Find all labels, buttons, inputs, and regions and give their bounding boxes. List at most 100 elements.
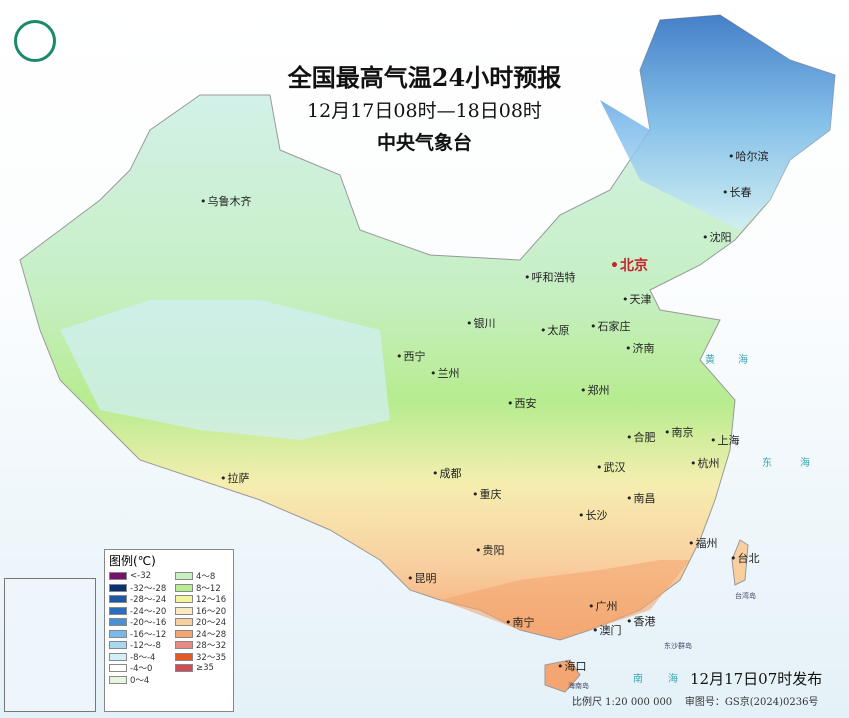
legend-item: 24～28 bbox=[175, 629, 235, 640]
map-approval-number: 审图号：GS京(2024)0236号 bbox=[684, 697, 819, 708]
legend-swatch bbox=[109, 652, 127, 661]
issue-time: 12月17日07时发布 bbox=[690, 670, 823, 688]
legend-label: 32～35 bbox=[196, 652, 227, 663]
legend-item: -8～-4 bbox=[109, 652, 175, 663]
legend-label: <-32 bbox=[130, 571, 152, 582]
city-label: 哈尔滨 bbox=[728, 150, 769, 163]
legend-item: 20～24 bbox=[175, 617, 235, 628]
legend-swatch bbox=[109, 629, 127, 638]
legend-label: -4～0 bbox=[130, 664, 153, 675]
city-label: 石家庄 bbox=[590, 320, 631, 333]
legend-label: 20～24 bbox=[196, 618, 227, 629]
legend-swatch bbox=[175, 641, 193, 650]
city-label: 兰州 bbox=[430, 367, 460, 380]
legend-label: 28～32 bbox=[196, 641, 227, 652]
city-label: 成都 bbox=[432, 467, 462, 480]
city-label: 银川 bbox=[466, 317, 496, 330]
city-label: 乌鲁木齐 bbox=[200, 195, 252, 208]
legend-label: 16～20 bbox=[196, 606, 227, 617]
city-label: 合肥 bbox=[626, 431, 656, 444]
cma-logo bbox=[14, 20, 56, 62]
legend-swatch bbox=[175, 629, 193, 638]
legend-item: 28～32 bbox=[175, 640, 235, 651]
city-label: 上海 bbox=[710, 434, 740, 447]
legend-label: 8～12 bbox=[196, 583, 221, 594]
city-label: 呼和浩特 bbox=[524, 271, 576, 284]
legend-label: -12～-8 bbox=[130, 641, 161, 652]
legend-item: 16～20 bbox=[175, 606, 235, 617]
legend-swatch bbox=[109, 664, 127, 673]
south-china-sea-inset bbox=[4, 578, 96, 712]
map-title: 全国最高气温24小时预报 bbox=[287, 63, 562, 92]
city-label: 南宁 bbox=[505, 616, 535, 629]
scale-and-approval: 比例尺 1:20 000 000 审图号：GS京(2024)0236号 bbox=[572, 697, 818, 709]
city-label: 沈阳 bbox=[702, 231, 732, 244]
city-label: 海口 bbox=[557, 660, 587, 673]
legend-item: 12～16 bbox=[175, 594, 235, 605]
city-label: 台北 bbox=[730, 552, 760, 565]
legend-item: -24～-20 bbox=[109, 606, 175, 617]
legend-swatch bbox=[109, 675, 127, 684]
legend-swatch bbox=[109, 641, 127, 650]
legend-label: -20～-16 bbox=[130, 618, 167, 629]
city-label: 杭州 bbox=[690, 457, 720, 470]
legend-swatch bbox=[175, 664, 193, 673]
legend-swatch bbox=[175, 572, 193, 581]
legend-item: <-32 bbox=[109, 571, 175, 582]
city-label: 西安 bbox=[507, 397, 537, 410]
legend-label: -28～-24 bbox=[130, 595, 167, 606]
legend-label: -24～-20 bbox=[130, 606, 167, 617]
legend-label: -16～-12 bbox=[130, 629, 167, 640]
south-warm-zone bbox=[440, 560, 690, 630]
city-label: 重庆 bbox=[472, 488, 502, 501]
legend-label: 12～16 bbox=[196, 595, 227, 606]
legend-item: -16～-12 bbox=[109, 629, 175, 640]
legend-swatch bbox=[175, 595, 193, 604]
tibet-cold-zone bbox=[60, 300, 390, 440]
legend-item: 8～12 bbox=[175, 583, 235, 594]
city-label: 济南 bbox=[625, 342, 655, 355]
city-label: 昆明 bbox=[407, 572, 437, 585]
legend-label: 0～4 bbox=[130, 675, 150, 686]
legend-item: 0～4 bbox=[109, 675, 175, 686]
legend-item: 32～35 bbox=[175, 652, 235, 663]
legend-label: -8～-4 bbox=[130, 652, 156, 663]
legend-swatch bbox=[175, 606, 193, 615]
legend-label: -32～-28 bbox=[130, 583, 167, 594]
city-label: 西宁 bbox=[396, 350, 426, 363]
city-label: 南京 bbox=[664, 426, 694, 439]
legend-swatch bbox=[109, 572, 127, 581]
sea-label: 南 bbox=[633, 674, 643, 685]
legend: 图例(℃) <-32 4～8 -32～-28 8～12 -28～-24 12～16 -24～… bbox=[104, 549, 234, 712]
city-label: 太原 bbox=[540, 324, 570, 337]
city-label: 武汉 bbox=[596, 461, 626, 474]
legend-item: -28～-24 bbox=[109, 594, 175, 605]
city-label: 澳门 bbox=[592, 624, 622, 637]
city-label: 福州 bbox=[688, 537, 718, 550]
legend-swatch bbox=[175, 583, 193, 592]
legend-items: <-32 4～8 -32～-28 8～12 -28～-24 12～16 -24～-20 16～… bbox=[105, 571, 235, 686]
city-label: 南昌 bbox=[626, 492, 656, 505]
city-label: 长春 bbox=[722, 186, 752, 199]
legend-item: -4～0 bbox=[109, 663, 175, 674]
city-label: 长沙 bbox=[578, 509, 608, 522]
island-label: 东沙群岛 bbox=[664, 642, 692, 650]
city-label: 香港 bbox=[626, 615, 656, 628]
island-label: 台湾岛 bbox=[735, 592, 756, 600]
city-label: 贵阳 bbox=[475, 544, 505, 557]
northeast-cold-zone bbox=[600, 15, 835, 230]
legend-swatch bbox=[109, 618, 127, 627]
city-label: 广州 bbox=[588, 600, 618, 613]
legend-label: ≥35 bbox=[196, 663, 214, 674]
legend-swatch bbox=[109, 606, 127, 615]
legend-item bbox=[175, 675, 235, 686]
scale-text: 比例尺 1:20 000 000 bbox=[572, 697, 673, 708]
legend-item: -12～-8 bbox=[109, 640, 175, 651]
sea-label: 海 bbox=[668, 674, 678, 685]
legend-label: 24～28 bbox=[196, 629, 227, 640]
agency-name: 中央气象台 bbox=[376, 132, 472, 154]
sea-label: 海 bbox=[738, 355, 748, 366]
sea-label: 海 bbox=[800, 458, 810, 469]
legend-item: 4～8 bbox=[175, 571, 235, 582]
